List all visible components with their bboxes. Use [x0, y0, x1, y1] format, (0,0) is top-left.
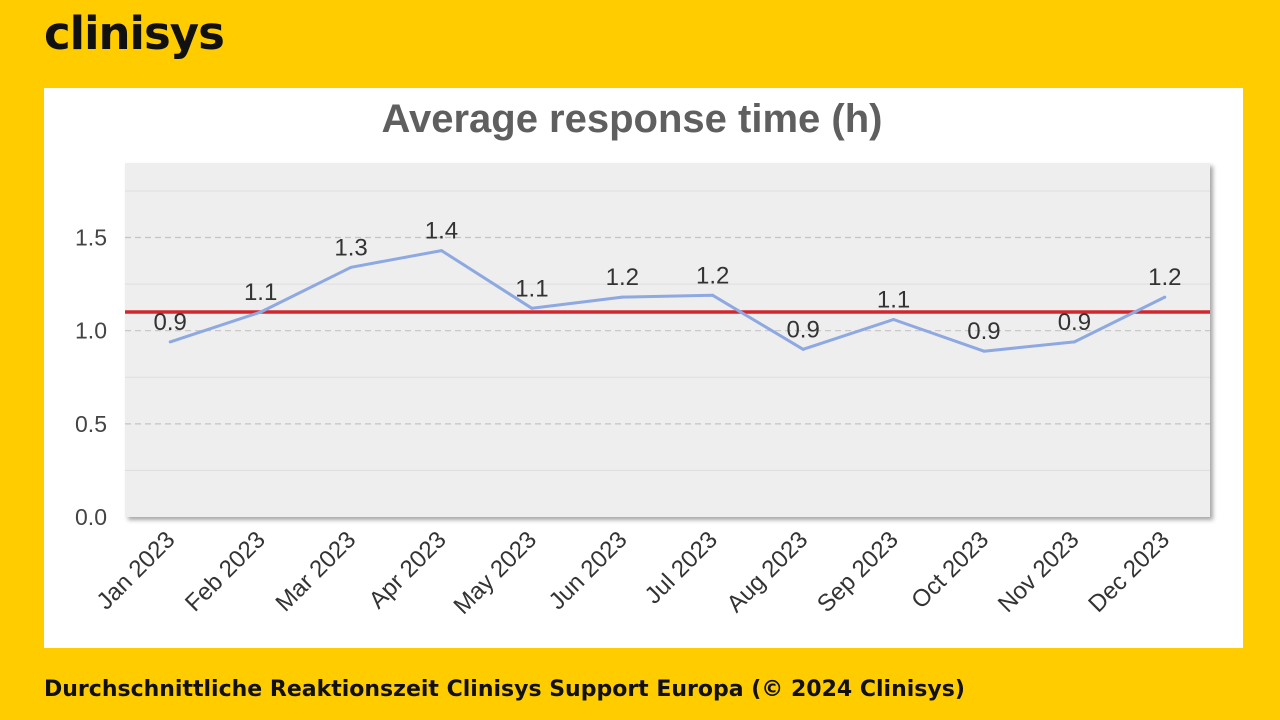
- y-tick-label: 1.5: [75, 225, 107, 251]
- data-label: 1.1: [515, 275, 548, 302]
- x-tick-label: Oct 2023: [906, 526, 994, 614]
- line-chart: Average response time (h) 0.0 0.5 1.0 1.5 0…: [75, 97, 1210, 620]
- y-tick-label: 0.5: [75, 411, 107, 437]
- chart-title: Average response time (h): [382, 97, 883, 141]
- data-point: [168, 340, 172, 344]
- y-axis-tick-labels: 0.0 0.5 1.0 1.5: [75, 225, 107, 530]
- data-label: 1.1: [877, 287, 910, 314]
- data-label: 1.2: [606, 264, 639, 291]
- data-label: 1.1: [244, 279, 277, 306]
- data-label: 0.9: [967, 318, 1000, 345]
- data-point: [530, 306, 534, 310]
- x-tick-label: May 2023: [448, 526, 542, 620]
- chart-card: Average response time (h) 0.0 0.5 1.0 1.5 0…: [44, 88, 1243, 648]
- data-point: [1072, 340, 1076, 344]
- x-tick-label: Sep 2023: [812, 526, 904, 618]
- data-point: [711, 293, 715, 297]
- clinisys-logo: clinisys: [44, 7, 225, 60]
- data-point: [259, 310, 263, 314]
- data-label-layer: 0.9 1.1 1.3 1.4 1.1 1.2 1.2 0.9 1.1 0.9 0.9 1.2: [154, 218, 1182, 346]
- grid-lines: [125, 190, 1210, 471]
- data-label: 1.4: [425, 218, 458, 245]
- data-point: [892, 318, 896, 322]
- x-tick-label: Dec 2023: [1083, 526, 1175, 618]
- data-label: 1.2: [1148, 264, 1181, 291]
- data-label: 0.9: [786, 316, 819, 343]
- x-tick-label: Nov 2023: [993, 526, 1085, 618]
- x-tick-label: Apr 2023: [364, 526, 452, 614]
- data-point: [801, 347, 805, 351]
- data-label: 0.9: [154, 309, 187, 336]
- data-label: 1.2: [696, 262, 729, 289]
- data-point: [620, 295, 624, 299]
- y-tick-label: 1.0: [75, 318, 107, 344]
- x-tick-label: Jun 2023: [544, 526, 633, 615]
- data-point: [982, 349, 986, 353]
- x-tick-label: Aug 2023: [722, 526, 814, 618]
- series-layer: [168, 249, 1167, 353]
- x-tick-label: Jan 2023: [92, 526, 181, 615]
- plot-area: [125, 163, 1210, 517]
- x-tick-label: Mar 2023: [270, 526, 361, 617]
- data-point: [439, 249, 443, 253]
- data-label: 1.3: [334, 234, 367, 261]
- data-point: [1163, 295, 1167, 299]
- figure-caption: Durchschnittliche Reaktionszeit Clinisys…: [44, 677, 965, 702]
- x-tick-label: Jul 2023: [640, 526, 723, 609]
- x-tick-label: Feb 2023: [180, 526, 271, 617]
- y-tick-label: 0.0: [75, 504, 107, 530]
- data-point: [349, 265, 353, 269]
- series-line: [169, 249, 1166, 353]
- data-label: 0.9: [1058, 309, 1091, 336]
